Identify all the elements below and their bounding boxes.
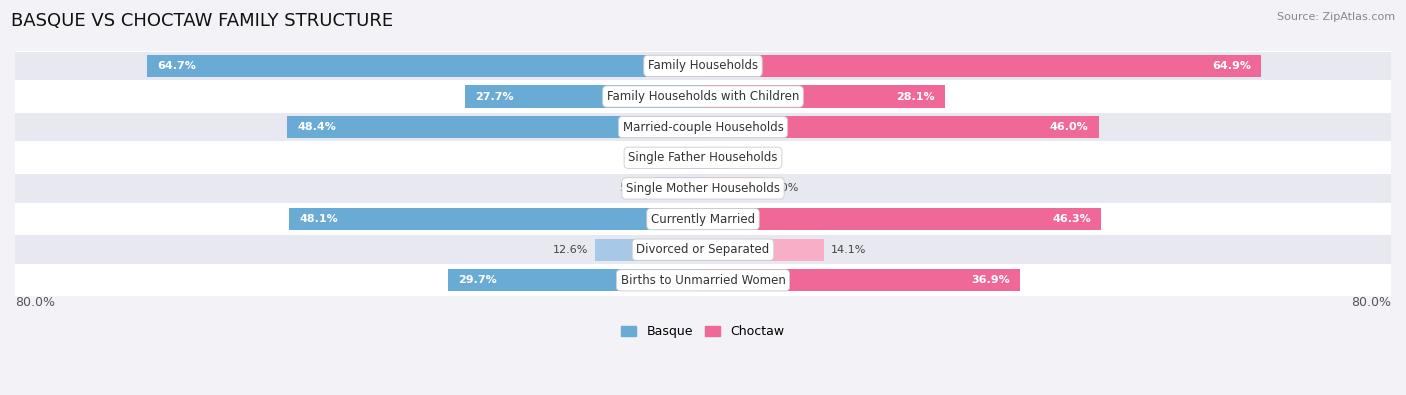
Bar — [287, 116, 703, 138]
Text: Family Households with Children: Family Households with Children — [607, 90, 799, 103]
Text: 64.7%: 64.7% — [157, 61, 195, 71]
Bar — [290, 208, 703, 230]
Text: 48.4%: 48.4% — [297, 122, 336, 132]
Text: 5.7%: 5.7% — [619, 183, 647, 194]
Bar — [447, 269, 703, 292]
Bar — [654, 177, 703, 199]
Text: Source: ZipAtlas.com: Source: ZipAtlas.com — [1277, 12, 1395, 22]
Text: 7.0%: 7.0% — [770, 183, 799, 194]
Bar — [15, 265, 1391, 295]
Text: Divorced or Separated: Divorced or Separated — [637, 243, 769, 256]
Text: Family Households: Family Households — [648, 59, 758, 72]
Text: 36.9%: 36.9% — [972, 275, 1010, 285]
Bar — [146, 55, 703, 77]
Bar — [595, 239, 703, 261]
Text: 80.0%: 80.0% — [1351, 295, 1391, 308]
Bar — [703, 147, 727, 169]
Bar — [703, 177, 763, 199]
Text: Currently Married: Currently Married — [651, 213, 755, 226]
Text: 28.1%: 28.1% — [896, 92, 935, 102]
Text: 46.3%: 46.3% — [1052, 214, 1091, 224]
Text: 12.6%: 12.6% — [553, 245, 588, 255]
Bar — [703, 85, 945, 107]
Bar — [15, 234, 1391, 265]
Bar — [15, 204, 1391, 234]
Bar — [703, 116, 1098, 138]
Text: Single Father Households: Single Father Households — [628, 151, 778, 164]
Text: 2.7%: 2.7% — [733, 153, 762, 163]
Text: 29.7%: 29.7% — [458, 275, 496, 285]
Bar — [703, 208, 1101, 230]
Bar — [703, 269, 1021, 292]
Bar — [703, 239, 824, 261]
Bar — [15, 173, 1391, 204]
Text: 46.0%: 46.0% — [1049, 122, 1088, 132]
Bar — [15, 81, 1391, 112]
Text: Births to Unmarried Women: Births to Unmarried Women — [620, 274, 786, 287]
Text: 80.0%: 80.0% — [15, 295, 55, 308]
Text: Single Mother Households: Single Mother Households — [626, 182, 780, 195]
Bar — [682, 147, 703, 169]
Text: 2.5%: 2.5% — [647, 153, 675, 163]
Text: Married-couple Households: Married-couple Households — [623, 120, 783, 134]
Text: BASQUE VS CHOCTAW FAMILY STRUCTURE: BASQUE VS CHOCTAW FAMILY STRUCTURE — [11, 12, 394, 30]
Text: 14.1%: 14.1% — [831, 245, 866, 255]
Bar — [15, 51, 1391, 81]
Bar — [703, 55, 1261, 77]
Bar — [15, 143, 1391, 173]
Text: 64.9%: 64.9% — [1212, 61, 1251, 71]
Bar — [15, 112, 1391, 143]
Text: 27.7%: 27.7% — [475, 92, 513, 102]
Text: 48.1%: 48.1% — [299, 214, 339, 224]
Legend: Basque, Choctaw: Basque, Choctaw — [616, 320, 790, 343]
Bar — [465, 85, 703, 107]
